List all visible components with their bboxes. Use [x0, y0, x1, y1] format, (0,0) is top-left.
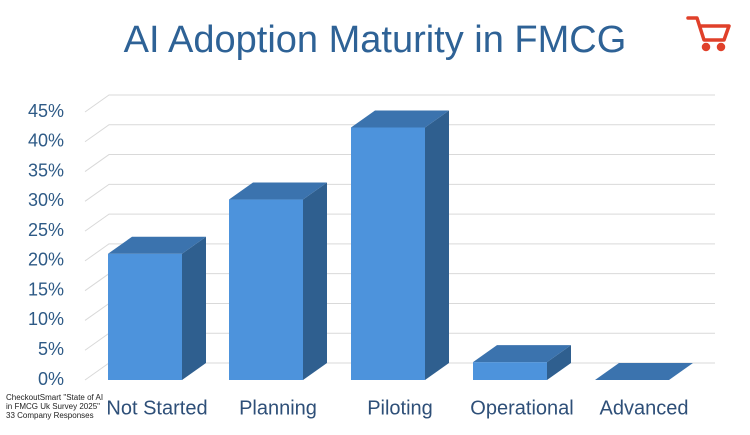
y-tick-label: 45% — [28, 101, 64, 121]
bar-top — [595, 363, 693, 380]
x-tick-label: Advanced — [600, 397, 689, 419]
grid-line — [84, 213, 715, 232]
cart-wheel — [716, 42, 726, 52]
grid-line — [84, 154, 715, 172]
bar — [229, 199, 303, 380]
y-tick-label: 25% — [28, 220, 64, 240]
cart-icon — [686, 16, 731, 52]
x-tick-label: Piloting — [367, 397, 433, 419]
x-tick-label: Planning — [239, 397, 317, 419]
grid-line — [84, 183, 715, 202]
x-tick-label: Not Started — [106, 397, 207, 419]
bar — [108, 253, 182, 380]
bar-top — [229, 182, 327, 200]
bar-top — [351, 110, 449, 128]
x-tick-label: Operational — [470, 397, 573, 419]
y-tick-label: 0% — [38, 369, 64, 389]
source-note: CheckoutSmart "State of AI — [6, 393, 103, 402]
cart-wheel — [701, 42, 711, 52]
y-tick-label: 15% — [28, 279, 64, 299]
bar-side — [547, 345, 571, 380]
bar-top — [473, 345, 571, 363]
y-tick-label: 30% — [28, 190, 64, 210]
bar — [473, 362, 547, 380]
bar — [351, 127, 425, 381]
bar-side — [182, 236, 206, 380]
bar-top — [108, 236, 206, 254]
cart-body — [686, 16, 731, 42]
y-tick-label: 40% — [28, 131, 64, 151]
source-note: in FMCG Uk Survey 2025" — [6, 402, 100, 411]
source-note: 33 Company Responses — [6, 411, 94, 420]
y-tick-label: 5% — [38, 339, 64, 359]
bar-side — [303, 182, 327, 380]
y-tick-label: 35% — [28, 160, 64, 180]
grid-line — [84, 243, 715, 262]
y-tick-label: 10% — [28, 309, 64, 329]
y-tick-label: 20% — [28, 250, 64, 270]
chart-title: AI Adoption Maturity in FMCG — [124, 19, 627, 61]
grid-line — [84, 94, 715, 113]
grid-line — [84, 124, 715, 143]
bar-side — [425, 110, 449, 381]
